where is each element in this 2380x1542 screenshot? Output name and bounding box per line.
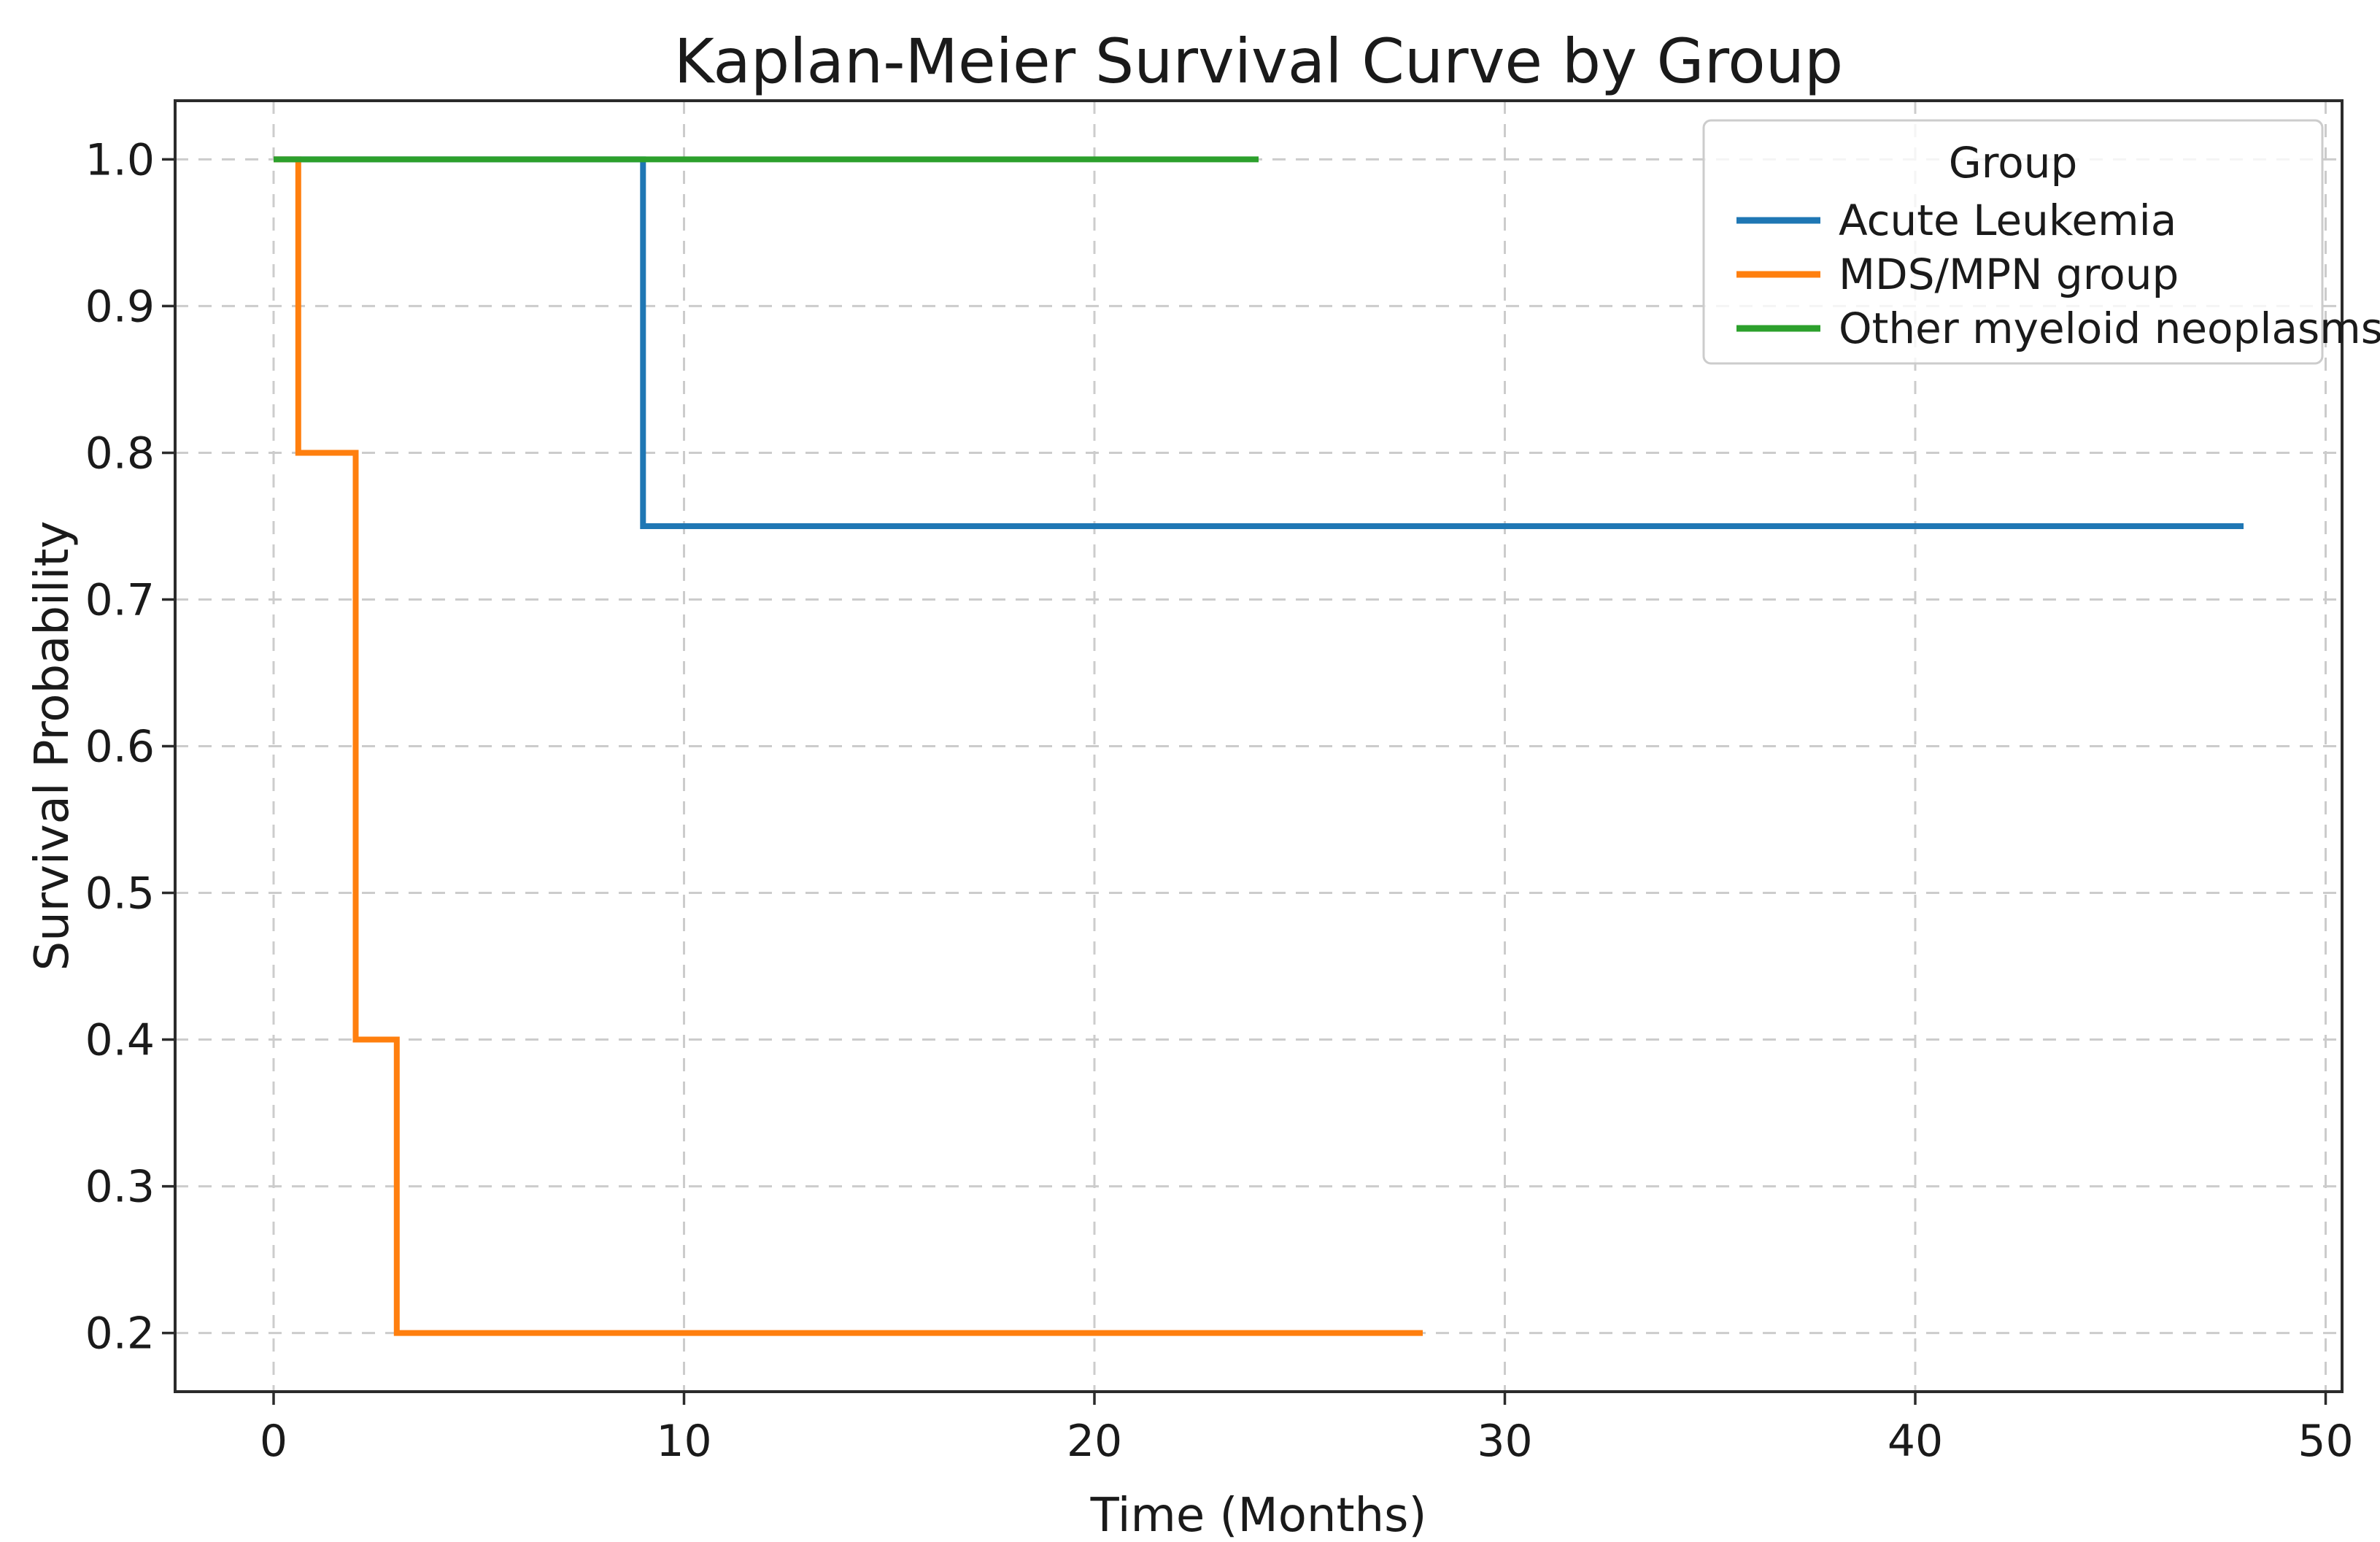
legend-label: Other myeloid neoplasms <box>1839 304 2380 353</box>
x-tick-label: 0 <box>260 1416 287 1467</box>
y-tick-label: 0.7 <box>85 574 155 625</box>
x-axis: 0 10 20 30 40 50 <box>260 1392 2354 1467</box>
y-axis: 0.2 0.3 0.4 0.5 0.6 0.7 0.8 0.9 1.0 <box>85 134 175 1360</box>
x-tick-label: 20 <box>1067 1416 1122 1467</box>
x-tick-label: 50 <box>2298 1416 2353 1467</box>
x-tick-label: 40 <box>1888 1416 1943 1467</box>
x-tick-label: 30 <box>1477 1416 1532 1467</box>
chart-title: Kaplan-Meier Survival Curve by Group <box>673 26 1844 97</box>
y-axis-label: Survival Probability <box>26 520 80 971</box>
y-tick-label: 0.3 <box>85 1162 155 1213</box>
legend-label: MDS/MPN group <box>1839 250 2179 299</box>
x-axis-label: Time (Months) <box>1090 1489 1427 1542</box>
x-tick-label: 10 <box>656 1416 711 1467</box>
y-tick-label: 0.4 <box>85 1015 155 1066</box>
y-tick-label: 0.2 <box>85 1308 155 1360</box>
legend-label: Acute Leukemia <box>1839 196 2176 245</box>
survival-curves <box>274 156 2244 1336</box>
legend: Group Acute Leukemia MDS/MPN group Other my… <box>1702 119 2380 365</box>
y-tick-label: 0.9 <box>85 281 155 332</box>
legend-title: Group <box>1949 138 2078 188</box>
y-tick-label: 0.8 <box>85 428 155 479</box>
curve-mds-mpn-group <box>274 156 1423 1336</box>
y-tick-label: 0.5 <box>85 868 155 920</box>
y-tick-label: 0.6 <box>85 722 155 773</box>
y-tick-label: 1.0 <box>85 134 155 185</box>
legend-box <box>1702 119 2324 365</box>
